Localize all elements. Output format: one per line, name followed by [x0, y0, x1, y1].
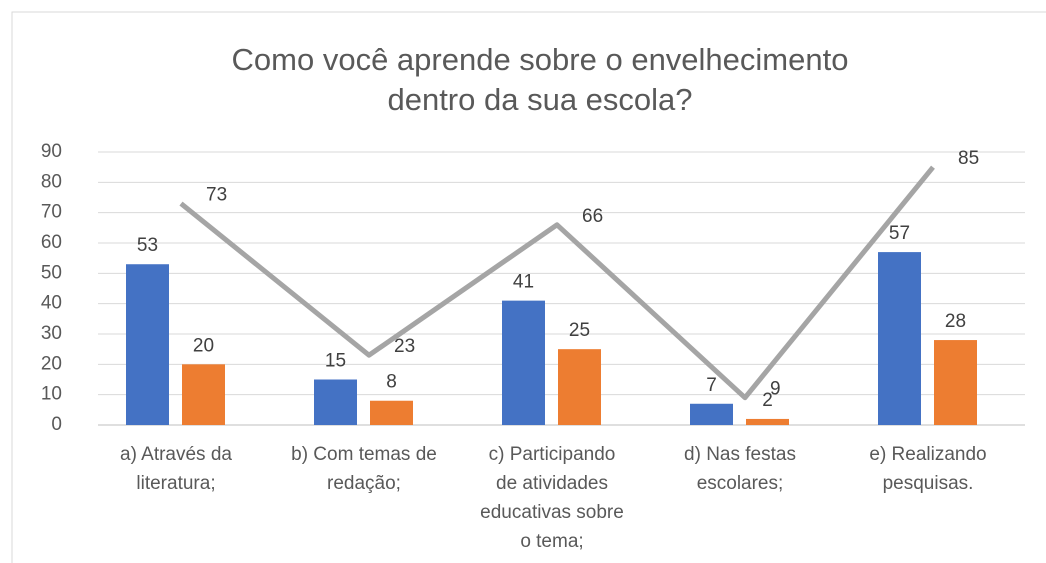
x-tick-label: d) Nas festas	[684, 444, 796, 465]
y-tick-label: 30	[41, 323, 62, 344]
value-label: 73	[206, 185, 227, 206]
y-tick-label: 80	[41, 171, 62, 192]
bar	[126, 264, 169, 425]
bar	[502, 300, 545, 425]
x-tick-label: e) Realizando	[869, 444, 986, 465]
x-tick-label: b) Com temas de	[291, 444, 437, 465]
bar	[746, 418, 789, 425]
bar	[370, 400, 413, 425]
x-tick-label: escolares;	[697, 473, 784, 494]
x-tick-label: pesquisas.	[883, 473, 974, 494]
x-tick-label: c) Participando	[489, 444, 616, 465]
value-label: 25	[569, 320, 590, 341]
y-tick-label: 50	[41, 262, 62, 283]
value-label: 8	[386, 372, 397, 393]
value-label: 7	[706, 375, 717, 396]
y-tick-label: 10	[41, 384, 62, 405]
y-tick-label: 0	[51, 414, 62, 435]
chart-frame	[11, 11, 1046, 563]
chart-title: Como você aprende sobre o envelhecimento	[232, 42, 849, 77]
y-tick-label: 90	[41, 141, 62, 162]
value-label: 57	[889, 223, 910, 244]
bar	[878, 252, 921, 425]
value-label: 85	[958, 148, 979, 169]
bar	[314, 379, 357, 425]
bar	[182, 364, 225, 425]
chart-title: dentro da sua escola?	[387, 82, 692, 117]
y-tick-label: 40	[41, 293, 62, 314]
y-tick-label: 20	[41, 353, 62, 374]
value-label: 66	[582, 206, 603, 227]
value-label: 15	[325, 351, 346, 372]
x-tick-label: o tema;	[520, 531, 583, 552]
value-label: 28	[945, 311, 966, 332]
x-tick-label: redação;	[327, 473, 401, 494]
value-label: 53	[137, 235, 158, 256]
value-label: 2	[762, 390, 773, 411]
bar	[558, 349, 601, 425]
x-tick-label: literatura;	[136, 473, 215, 494]
x-tick-label: educativas sobre	[480, 502, 624, 523]
x-tick-label: de atividades	[496, 473, 608, 494]
value-label: 41	[513, 272, 534, 293]
value-label: 23	[394, 336, 415, 357]
x-tick-label: a) Através da	[120, 444, 232, 465]
line	[179, 165, 935, 401]
value-label: 9	[770, 379, 781, 400]
bar	[690, 403, 733, 425]
value-label: 20	[193, 335, 214, 356]
y-tick-label: 70	[41, 202, 62, 223]
bar	[934, 340, 977, 425]
y-tick-label: 60	[41, 232, 62, 253]
